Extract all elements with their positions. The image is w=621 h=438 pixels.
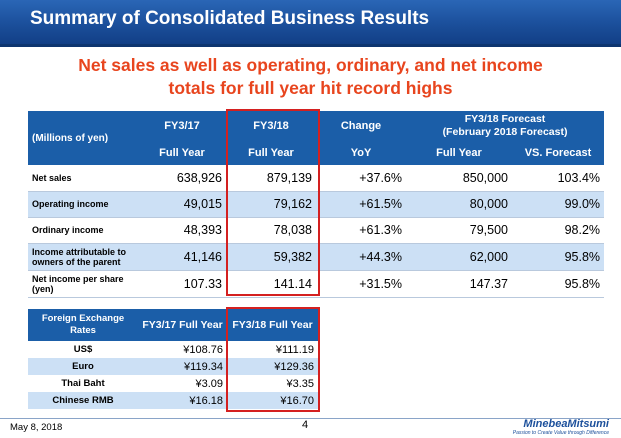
fx-row: Euro ¥119.34 ¥129.36 <box>28 358 318 375</box>
cell-value: +44.3% <box>316 243 406 271</box>
row-label: Ordinary income <box>28 217 138 244</box>
fx-row: US$ ¥108.76 ¥111.19 <box>28 341 318 358</box>
cell-value: 147.37 <box>406 270 512 298</box>
cell-value: 79,500 <box>406 217 512 244</box>
col-change-top: Change <box>316 111 406 140</box>
col-fy17-top: FY3/17 <box>138 111 226 140</box>
cell-value: 850,000 <box>406 165 512 192</box>
logo-wordmark: MinebeaMitsumi <box>523 418 609 430</box>
row-label: Net income per share (yen) <box>28 270 138 298</box>
fx-header-fy17: FY3/17 Full Year <box>138 309 227 341</box>
unit-label: (Millions of yen) <box>28 111 138 165</box>
headline-line-2: totals for full year hit record highs <box>168 78 453 98</box>
headline: Net sales as well as operating, ordinary… <box>0 54 621 100</box>
cell-value: 95.8% <box>512 270 605 298</box>
cell-value: 141.14 <box>226 270 316 298</box>
fx-rate: ¥129.36 <box>227 358 318 375</box>
cell-value: +31.5% <box>316 270 406 298</box>
fx-header-label: Foreign Exchange Rates <box>28 309 138 341</box>
fx-rate: ¥3.35 <box>227 375 318 392</box>
page-title: Summary of Consolidated Business Results <box>30 8 430 29</box>
fx-rate: ¥108.76 <box>138 341 227 358</box>
row-label: Net sales <box>28 165 138 192</box>
table-row: Ordinary income 48,393 78,038 +61.3% 79,… <box>28 217 605 244</box>
cell-value: 99.0% <box>512 191 605 218</box>
fx-rate: ¥16.18 <box>138 392 227 409</box>
col-fy17-bottom: Full Year <box>138 140 226 165</box>
table-row: Operating income 49,015 79,162 +61.5% 80… <box>28 191 605 218</box>
col-fy18-bottom: Full Year <box>226 140 316 165</box>
page-number: 4 <box>302 419 309 431</box>
cell-value: 62,000 <box>406 243 512 271</box>
fx-row: Thai Baht ¥3.09 ¥3.35 <box>28 375 318 392</box>
table-row: Income attributable to owners of the par… <box>28 243 605 271</box>
forecast-subtitle: (February 2018 Forecast) <box>442 125 568 138</box>
cell-value: +61.5% <box>316 191 406 218</box>
col-fy18-top: FY3/18 <box>226 111 316 140</box>
cell-value: 638,926 <box>138 165 226 192</box>
row-label: Income attributable to owners of the par… <box>28 243 138 271</box>
cell-value: 78,038 <box>226 217 316 244</box>
headline-line-1: Net sales as well as operating, ordinary… <box>78 55 543 75</box>
results-table: (Millions of yen) FY3/17 FY3/18 Change F… <box>28 111 605 298</box>
cell-value: 41,146 <box>138 243 226 271</box>
footer-date: May 8, 2018 <box>10 422 63 433</box>
cell-value: 80,000 <box>406 191 512 218</box>
col-vs-forecast: VS. Forecast <box>512 140 605 165</box>
fx-currency: Chinese RMB <box>28 392 138 409</box>
forecast-header: FY3/18 Forecast (February 2018 Forecast) <box>406 111 605 140</box>
fx-currency: Thai Baht <box>28 375 138 392</box>
fx-header-fy18: FY3/18 Full Year <box>227 309 318 341</box>
header-bar: Summary of Consolidated Business Results <box>0 0 621 47</box>
footer-divider <box>0 418 621 419</box>
table-row: Net sales 638,926 879,139 +37.6% 850,000… <box>28 165 605 192</box>
cell-value: 49,015 <box>138 191 226 218</box>
cell-value: 107.33 <box>138 270 226 298</box>
fx-rate: ¥16.70 <box>227 392 318 409</box>
results-header-row-1: (Millions of yen) FY3/17 FY3/18 Change F… <box>28 111 605 165</box>
fx-row: Chinese RMB ¥16.18 ¥16.70 <box>28 392 318 409</box>
table-row: Net income per share (yen) 107.33 141.14… <box>28 270 605 298</box>
col-change-bottom: YoY <box>316 140 406 165</box>
forecast-title: FY3/18 Forecast <box>464 112 546 125</box>
fx-header-row: Foreign Exchange Rates FY3/17 Full Year … <box>28 309 318 341</box>
cell-value: 59,382 <box>226 243 316 271</box>
fx-rate: ¥3.09 <box>138 375 227 392</box>
cell-value: 103.4% <box>512 165 605 192</box>
cell-value: 98.2% <box>512 217 605 244</box>
cell-value: 79,162 <box>226 191 316 218</box>
company-logo: MinebeaMitsumi Passion to Create Value t… <box>513 418 609 436</box>
cell-value: 95.8% <box>512 243 605 271</box>
col-forecast-full-year: Full Year <box>406 140 512 165</box>
fx-rate: ¥119.34 <box>138 358 227 375</box>
fx-currency: US$ <box>28 341 138 358</box>
cell-value: +61.3% <box>316 217 406 244</box>
row-label: Operating income <box>28 191 138 218</box>
cell-value: 48,393 <box>138 217 226 244</box>
cell-value: +37.6% <box>316 165 406 192</box>
fx-rate: ¥111.19 <box>227 341 318 358</box>
fx-currency: Euro <box>28 358 138 375</box>
logo-tagline: Passion to Create Value through Differen… <box>512 430 609 436</box>
results-header-row-2: Full Year Full Year YoY Full Year VS. Fo… <box>28 140 605 165</box>
fx-rate-table: Foreign Exchange Rates FY3/17 Full Year … <box>28 309 318 409</box>
cell-value: 879,139 <box>226 165 316 192</box>
